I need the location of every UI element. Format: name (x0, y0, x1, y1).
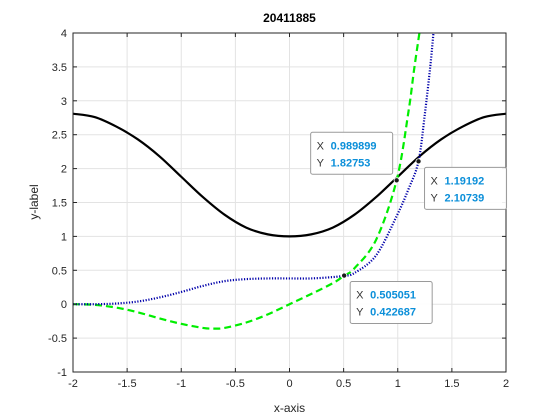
x-tick-label: -1.5 (118, 378, 137, 390)
x-axis-label: x-axis (274, 401, 305, 415)
y-tick-label: 3 (61, 96, 67, 108)
datatip-x-key: X (317, 140, 325, 152)
x-tick-label: 0 (286, 378, 292, 390)
datatip-marker (341, 272, 348, 279)
datatip-marker (415, 158, 422, 165)
y-tick-label: 1 (61, 231, 67, 243)
x-tick-label: 1 (395, 378, 401, 390)
y-tick-label: 4 (61, 28, 67, 40)
datatip-y-value: 2.10739 (445, 192, 485, 204)
y-tick-label: -1 (57, 367, 67, 379)
y-tick-label: 1.5 (52, 198, 67, 210)
series-line-dashed (73, 33, 421, 330)
datatip-box (310, 131, 394, 175)
y-tick-label: 0 (61, 299, 67, 311)
datatip-x-value: 1.19192 (445, 175, 485, 187)
x-tick-label: -1 (176, 378, 186, 390)
y-tick-label: 3.5 (52, 62, 67, 74)
x-tick-label: 2 (503, 378, 509, 390)
datatip[interactable]: X 1.19192 Y 2.10739 (415, 158, 508, 210)
y-tick-label: 2.5 (52, 130, 67, 142)
chart-title: 20411885 (263, 11, 316, 25)
y-tick-label: -0.5 (48, 333, 67, 345)
datatip-marker (393, 177, 400, 184)
x-tick-label: -2 (68, 378, 78, 390)
datatip-x-value: 0.989899 (331, 140, 377, 152)
y-tick-label: 0.5 (52, 265, 67, 277)
x-tick-label: 0.5 (336, 378, 351, 390)
datatip[interactable]: X 0.989899 Y 1.82753 (310, 131, 400, 184)
datatip-y-value: 0.422687 (370, 307, 416, 319)
axis-ticks: -2 -1.5 -1 -0.5 0 0.5 1 1.5 2 -1 -0.5 0 0.5 1 1.5 2 2.5 3… (48, 28, 509, 390)
datatip-y-key: Y (431, 192, 439, 204)
datatip-box (349, 281, 433, 325)
datatip-box (424, 166, 508, 210)
datatip-x-key: X (431, 175, 439, 187)
datatip-x-key: X (356, 290, 364, 302)
series-lines (73, 33, 506, 330)
series-clip-group (73, 33, 506, 330)
y-axis-label: y-label (27, 184, 41, 219)
series-line-solid (73, 112, 506, 238)
y-tick-label: 2 (61, 164, 67, 176)
datatips: X 0.505051 Y 0.422687 X 0.989899 Y 1.82753 X 1.19… (310, 131, 508, 325)
datatip-y-key: Y (356, 307, 364, 319)
datatip-x-value: 0.505051 (370, 290, 416, 302)
series-line-dotted (73, 33, 435, 306)
datatip-y-key: Y (317, 157, 325, 169)
datatip[interactable]: X 0.505051 Y 0.422687 (341, 272, 433, 325)
x-tick-label: 1.5 (444, 378, 459, 390)
x-tick-label: -0.5 (226, 378, 245, 390)
datatip-y-value: 1.82753 (331, 157, 371, 169)
